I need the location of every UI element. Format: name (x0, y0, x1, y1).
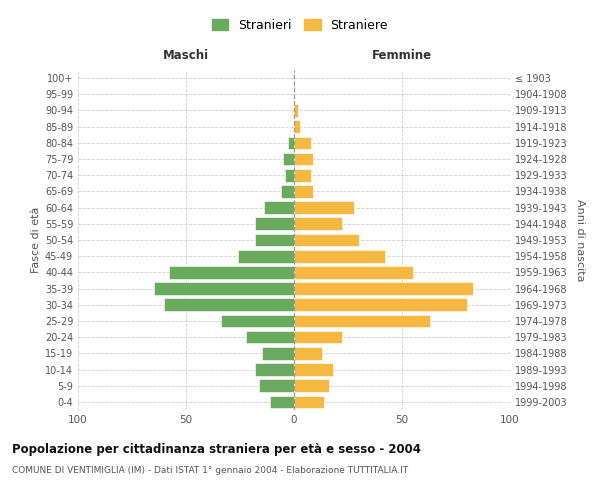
Bar (294, 120, 301, 133)
Bar (294, 396, 324, 408)
Bar (281, 185, 294, 198)
Bar (287, 136, 294, 149)
Bar (294, 282, 473, 295)
Bar (283, 152, 294, 166)
Bar (238, 250, 294, 262)
Legend: Stranieri, Straniere: Stranieri, Straniere (207, 14, 393, 37)
Bar (164, 298, 294, 311)
Bar (294, 169, 311, 181)
Bar (294, 104, 298, 117)
Bar (221, 314, 294, 328)
Bar (294, 202, 355, 214)
Bar (294, 314, 430, 328)
Bar (294, 152, 313, 166)
Bar (294, 250, 385, 262)
Bar (247, 331, 294, 344)
Bar (255, 363, 294, 376)
Bar (255, 234, 294, 246)
Bar (294, 298, 467, 311)
Y-axis label: Fasce di età: Fasce di età (31, 207, 41, 273)
Bar (255, 218, 294, 230)
Text: COMUNE DI VENTIMIGLIA (IM) - Dati ISTAT 1° gennaio 2004 - Elaborazione TUTTITALI: COMUNE DI VENTIMIGLIA (IM) - Dati ISTAT … (12, 466, 408, 475)
Bar (294, 347, 322, 360)
Text: Femmine: Femmine (372, 49, 432, 62)
Bar (294, 363, 333, 376)
Bar (270, 396, 294, 408)
Bar (294, 331, 341, 344)
Bar (264, 202, 294, 214)
Bar (154, 282, 294, 295)
Bar (262, 347, 294, 360)
Text: Popolazione per cittadinanza straniera per età e sesso - 2004: Popolazione per cittadinanza straniera p… (12, 442, 421, 456)
Bar (294, 136, 311, 149)
Bar (294, 234, 359, 246)
Bar (294, 185, 313, 198)
Text: Maschi: Maschi (163, 49, 209, 62)
Bar (294, 380, 329, 392)
Bar (169, 266, 294, 278)
Y-axis label: Anni di nascita: Anni di nascita (575, 198, 584, 281)
Bar (259, 380, 294, 392)
Bar (294, 218, 341, 230)
Bar (294, 266, 413, 278)
Bar (286, 169, 294, 181)
